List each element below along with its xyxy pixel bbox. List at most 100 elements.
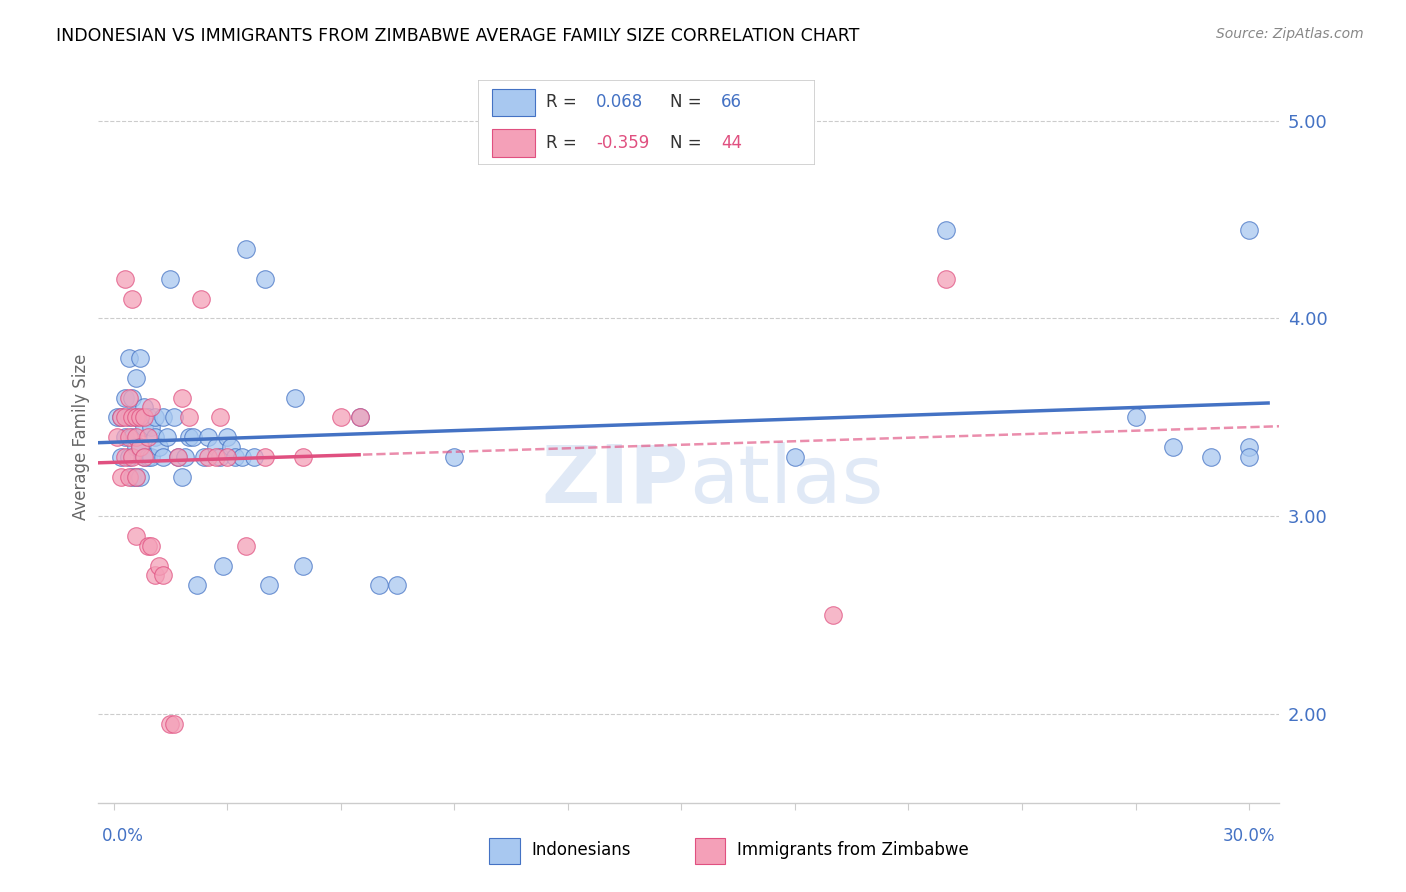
Point (118, 391, 141, 405)
Point (121, 292, 143, 306)
Point (212, 558, 235, 573)
Point (170, 391, 193, 405)
Point (143, 568, 166, 582)
Point (235, 539, 257, 553)
Point (257, 578, 280, 592)
Point (121, 450, 143, 464)
Point (193, 450, 215, 464)
Point (387, 578, 409, 592)
Point (148, 440, 170, 454)
Point (1237, 440, 1260, 454)
Text: 30.0%: 30.0% (1223, 827, 1275, 845)
Point (118, 450, 141, 464)
Point (174, 450, 197, 464)
Text: ZIP: ZIP (541, 442, 689, 520)
Point (129, 351, 152, 365)
Point (141, 420, 163, 434)
Point (141, 539, 163, 553)
Point (121, 430, 143, 444)
Point (125, 469, 148, 483)
Point (110, 450, 132, 464)
Point (110, 410, 132, 425)
Point (179, 410, 201, 425)
Bar (695, 838, 725, 863)
Point (141, 450, 163, 464)
Point (197, 430, 219, 444)
Point (132, 420, 155, 434)
Point (114, 391, 136, 405)
Text: 0.0%: 0.0% (103, 827, 143, 845)
Point (118, 469, 141, 483)
Point (291, 450, 314, 464)
Point (125, 410, 148, 425)
FancyBboxPatch shape (478, 80, 815, 165)
Point (125, 410, 148, 425)
Point (129, 440, 152, 454)
Point (181, 430, 204, 444)
Point (129, 469, 152, 483)
Text: atlas: atlas (689, 442, 883, 520)
Point (125, 529, 148, 543)
Point (217, 430, 239, 444)
Point (443, 450, 465, 464)
Point (935, 222, 957, 236)
Point (242, 450, 264, 464)
Text: R =: R = (546, 134, 582, 152)
Point (235, 242, 257, 256)
Point (197, 450, 219, 464)
Point (291, 558, 314, 573)
Point (163, 410, 186, 425)
Point (125, 469, 148, 483)
Point (129, 410, 152, 425)
Point (148, 558, 170, 573)
Bar (492, 129, 536, 157)
Point (217, 450, 239, 464)
Text: Immigrants from Zimbabwe: Immigrants from Zimbabwe (737, 840, 969, 859)
Text: Source: ZipAtlas.com: Source: ZipAtlas.com (1216, 27, 1364, 41)
Text: 66: 66 (721, 94, 742, 112)
Point (118, 410, 141, 425)
Point (1125, 410, 1147, 425)
Point (121, 469, 143, 483)
Point (783, 450, 806, 464)
Point (224, 450, 246, 464)
Point (152, 450, 174, 464)
Point (329, 410, 352, 425)
Point (155, 430, 177, 444)
Point (253, 272, 276, 286)
Point (253, 450, 276, 464)
Point (204, 440, 226, 454)
Point (186, 578, 208, 592)
Point (110, 469, 132, 483)
Point (114, 450, 136, 464)
Point (208, 450, 231, 464)
Text: N =: N = (671, 134, 707, 152)
Point (141, 401, 163, 415)
Point (125, 371, 148, 385)
Point (1237, 450, 1260, 464)
Point (114, 272, 136, 286)
Text: Indonesians: Indonesians (531, 840, 631, 859)
Point (821, 607, 844, 622)
Point (121, 391, 143, 405)
Text: 44: 44 (721, 134, 742, 152)
Point (114, 430, 136, 444)
Point (121, 410, 143, 425)
Point (105, 410, 128, 425)
Point (349, 410, 371, 425)
Text: R =: R = (546, 94, 582, 112)
Point (114, 410, 136, 425)
Point (132, 401, 155, 415)
Text: -0.359: -0.359 (596, 134, 650, 152)
Point (136, 430, 159, 444)
Point (179, 430, 201, 444)
Point (132, 450, 155, 464)
Point (1237, 222, 1260, 236)
Y-axis label: Average Family Size: Average Family Size (72, 354, 90, 520)
Point (110, 410, 132, 425)
Point (349, 410, 371, 425)
Point (159, 716, 181, 731)
Point (208, 410, 231, 425)
Point (1163, 440, 1185, 454)
Point (231, 450, 253, 464)
